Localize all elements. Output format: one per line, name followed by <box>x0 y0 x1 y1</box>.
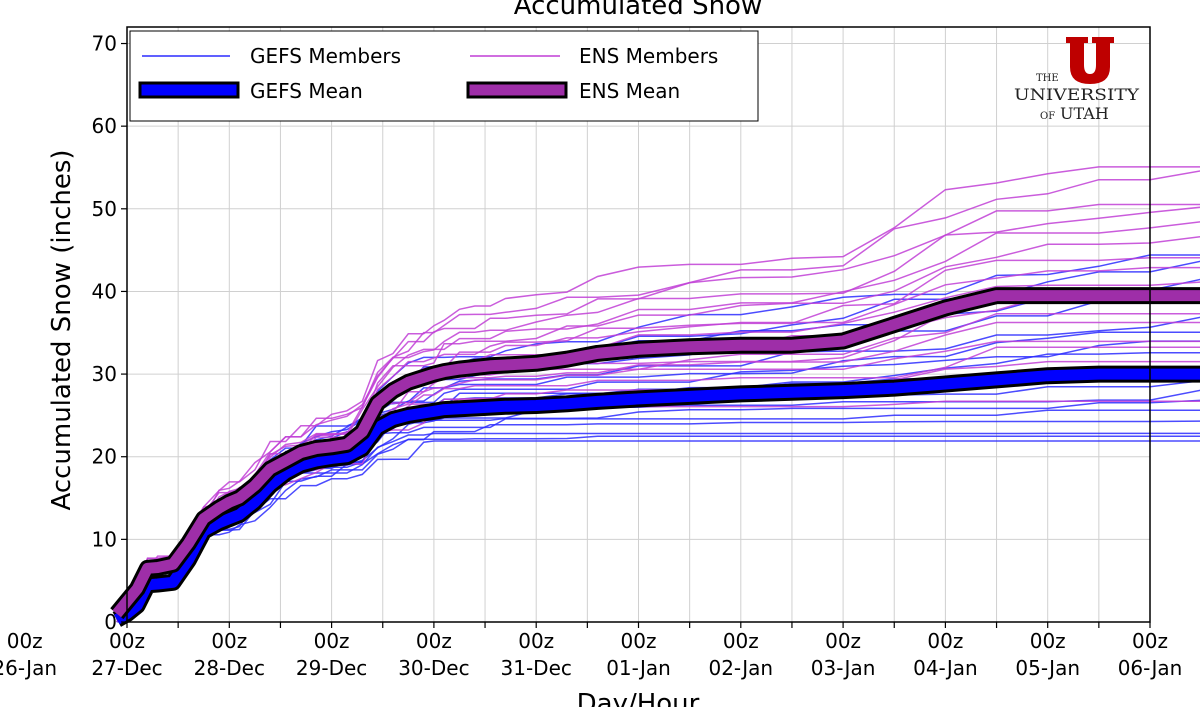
x-tick-label-hour: 00z <box>825 629 861 653</box>
x-tick-label-date: 03-Jan <box>811 656 876 680</box>
x-tick-label-date: 01-Jan <box>606 656 671 680</box>
x-axis-label: Day/Hour <box>577 689 700 707</box>
x-tick-label-hour: 00z <box>7 629 43 653</box>
ensemble-member-line <box>116 389 1200 623</box>
ensemble-member-line <box>116 400 1200 611</box>
ensemble-member-line <box>116 399 1200 614</box>
x-tick-label-hour: 00z <box>109 629 145 653</box>
legend-ens-members-label: ENS Members <box>579 44 718 68</box>
x-tick-label-date: 30-Dec <box>398 656 469 680</box>
y-tick-label: 0 <box>104 610 117 634</box>
x-tick-label-date: 31-Dec <box>501 656 572 680</box>
x-axis-ticks: 00z 26-Jan 00z 27-Dec 00z 28-Dec 00z 29-Dec 00z 3… <box>0 622 1182 680</box>
logo-the: THE <box>1036 73 1059 84</box>
legend-gefs-mean-swatch <box>138 81 240 99</box>
y-tick-label: 20 <box>92 445 117 469</box>
chart-title: Accumulated Snow <box>514 0 762 21</box>
x-tick-label-hour: 00z <box>927 629 963 653</box>
x-tick-label-date: 29-Dec <box>296 656 367 680</box>
y-axis-ticks: 0 10 20 30 40 50 60 70 <box>92 32 127 634</box>
x-tick-label-date: 02-Jan <box>708 656 773 680</box>
x-tick-label-hour: 00z <box>621 629 657 653</box>
x-tick-label-hour: 00z <box>723 629 759 653</box>
x-tick-label-hour: 00z <box>518 629 554 653</box>
x-tick-label-date: 05-Jan <box>1015 656 1080 680</box>
legend-ens-mean-label: ENS Mean <box>579 79 680 103</box>
x-tick-label-date: 06-Jan <box>1118 656 1183 680</box>
series-ens-mean-line <box>112 290 1200 618</box>
x-tick-label-hour: 00z <box>211 629 247 653</box>
y-tick-label: 30 <box>92 362 117 386</box>
ensemble-member-line <box>116 221 1200 608</box>
chart-legend: GEFS Members ENS Members GEFS Mean ENS M… <box>129 30 759 122</box>
y-tick-label: 50 <box>92 197 117 221</box>
university-of-utah-logo: THE UNIVERSITY OF UTAH <box>1014 37 1139 123</box>
y-axis-label: Accumulated Snow (inches) <box>47 149 77 510</box>
x-tick-label-hour: 00z <box>314 629 350 653</box>
utah-u-block-icon <box>1066 37 1114 84</box>
legend-gefs-members-label: GEFS Members <box>250 44 401 68</box>
y-tick-label: 10 <box>92 527 117 551</box>
y-tick-label: 60 <box>92 114 117 138</box>
x-tick-label-hour: 00z <box>1030 629 1066 653</box>
ensemble-member-line <box>116 281 1200 612</box>
legend-ens-mean-swatch <box>466 81 568 99</box>
ensemble-member-line <box>116 256 1200 621</box>
ensemble-mean-lines <box>110 287 1200 627</box>
legend-box <box>129 30 759 122</box>
ensemble-member-line <box>116 166 1200 612</box>
x-tick-label-date: 04-Jan <box>913 656 978 680</box>
ensemble-member-line <box>116 266 1200 613</box>
x-tick-label-date: 27-Dec <box>91 656 162 680</box>
y-tick-label: 70 <box>92 32 117 56</box>
logo-of: OF <box>1040 111 1055 122</box>
legend-gefs-mean-label: GEFS Mean <box>250 79 363 103</box>
x-tick-label-date: 26-Jan <box>0 656 57 680</box>
x-tick-label-hour: 00z <box>1132 629 1168 653</box>
logo-university: UNIVERSITY <box>1014 85 1139 104</box>
x-tick-label-hour: 00z <box>416 629 452 653</box>
logo-utah: UTAH <box>1060 104 1109 123</box>
y-tick-label: 40 <box>92 279 117 303</box>
x-tick-label-date: 28-Dec <box>194 656 265 680</box>
